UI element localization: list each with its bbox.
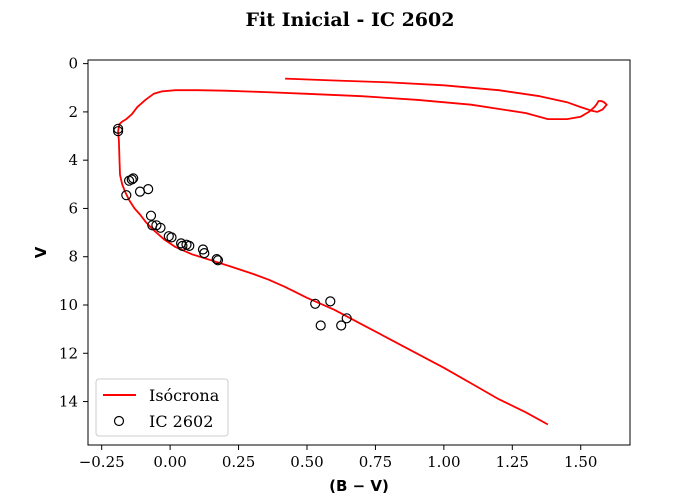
cluster-point <box>199 248 210 259</box>
legend-frame <box>95 378 229 437</box>
cluster-point <box>126 174 137 185</box>
x-tick-label: 1.25 <box>496 453 529 471</box>
y-tick-label: 8 <box>68 248 78 266</box>
y-axis-ticks: 0 2 4 6 8 10 12 14 <box>59 55 88 411</box>
legend-cluster-swatch <box>113 415 125 427</box>
cluster-point <box>341 313 352 324</box>
plot-frame <box>87 59 631 446</box>
isochrone-line <box>117 77 608 426</box>
x-axis-ticks: −0.25 0.00 0.25 0.50 0.75 1.00 1.25 1.50 <box>79 445 597 471</box>
x-tick-label: 0.50 <box>290 453 323 471</box>
cluster-point <box>325 296 336 307</box>
chart-title: Fit Inicial - IC 2602 <box>246 9 455 31</box>
cluster-point <box>155 222 166 233</box>
y-tick-label: 12 <box>59 344 78 362</box>
x-tick-label: 1.00 <box>427 453 460 471</box>
legend-cluster-label: IC 2602 <box>149 412 213 431</box>
cluster-point <box>166 232 177 243</box>
y-tick-label: 2 <box>68 103 78 121</box>
y-tick-label: 14 <box>59 393 78 411</box>
x-tick-label: 0.25 <box>222 453 255 471</box>
y-tick-label: 0 <box>68 55 78 73</box>
cluster-point <box>212 255 224 266</box>
legend-isochrone-label: Isócrona <box>149 386 220 405</box>
x-tick-label: 0.00 <box>153 453 186 471</box>
cluster-point <box>112 126 124 137</box>
y-tick-label: 6 <box>68 199 78 217</box>
cluster-point <box>143 184 154 195</box>
cluster-point <box>145 210 157 221</box>
x-tick-label: −0.25 <box>79 453 125 471</box>
cluster-point <box>128 173 139 184</box>
cluster-point <box>336 320 347 331</box>
legend: Isócrona IC 2602 <box>95 378 229 437</box>
cluster-point <box>177 240 188 251</box>
cluster-point <box>315 320 326 331</box>
x-axis-label: (B − V) <box>329 477 389 495</box>
cluster-point <box>310 298 321 309</box>
plot-layer <box>112 77 608 426</box>
y-axis-label: V <box>32 246 50 258</box>
x-tick-label: 0.75 <box>359 453 392 471</box>
cluster-point <box>211 254 222 265</box>
y-tick-label: 4 <box>68 151 78 169</box>
cluster-point <box>121 190 132 201</box>
y-tick-label: 10 <box>59 296 78 314</box>
cluster-point <box>184 240 195 251</box>
x-tick-label: 1.50 <box>564 453 597 471</box>
